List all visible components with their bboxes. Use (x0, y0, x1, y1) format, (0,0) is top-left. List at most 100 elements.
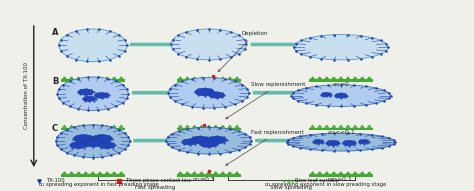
Polygon shape (199, 171, 204, 174)
FancyArrow shape (255, 137, 319, 144)
FancyArrow shape (250, 41, 318, 48)
Polygon shape (292, 179, 294, 182)
Circle shape (195, 88, 214, 96)
FancyArrow shape (133, 137, 186, 144)
Polygon shape (83, 171, 89, 174)
Polygon shape (227, 76, 233, 79)
Polygon shape (359, 76, 365, 79)
Ellipse shape (59, 29, 127, 62)
Text: $\alpha_2$>0.1: $\alpha_2$>0.1 (329, 175, 353, 184)
Text: Three phase contact line: Three phase contact line (126, 178, 191, 183)
Polygon shape (317, 76, 322, 79)
Ellipse shape (292, 85, 391, 106)
Polygon shape (359, 125, 365, 128)
Polygon shape (359, 171, 365, 174)
Polygon shape (213, 76, 219, 79)
Polygon shape (345, 76, 351, 79)
Polygon shape (331, 171, 337, 174)
Circle shape (209, 92, 224, 98)
Circle shape (99, 142, 115, 148)
Circle shape (73, 135, 94, 143)
Polygon shape (184, 171, 190, 174)
Polygon shape (331, 76, 337, 79)
Polygon shape (338, 125, 344, 128)
FancyArrow shape (132, 89, 186, 96)
Circle shape (95, 93, 109, 98)
Polygon shape (227, 125, 233, 128)
FancyArrow shape (253, 89, 318, 96)
Polygon shape (338, 171, 344, 174)
Polygon shape (352, 171, 358, 174)
Ellipse shape (287, 133, 395, 151)
Circle shape (182, 139, 197, 145)
Polygon shape (220, 171, 226, 174)
Text: Slow spreading: Slow spreading (270, 185, 312, 190)
Polygon shape (111, 76, 117, 79)
Polygon shape (324, 125, 329, 128)
Ellipse shape (168, 78, 249, 108)
Polygon shape (310, 125, 316, 128)
Polygon shape (352, 125, 358, 128)
Text: Depletion: Depletion (218, 31, 268, 72)
Bar (309, 174, 373, 176)
Text: B: B (52, 77, 58, 86)
Polygon shape (111, 171, 117, 174)
Text: α₂ spreading exponent in slow preading stage: α₂ spreading exponent in slow preading s… (265, 182, 387, 187)
Text: Fast spreading: Fast spreading (136, 185, 175, 190)
Ellipse shape (57, 77, 128, 110)
Circle shape (82, 139, 103, 147)
Ellipse shape (166, 127, 251, 154)
Polygon shape (69, 76, 74, 79)
Polygon shape (177, 171, 183, 174)
Ellipse shape (56, 125, 130, 158)
Polygon shape (184, 125, 190, 128)
Polygon shape (206, 76, 211, 79)
Polygon shape (83, 125, 89, 128)
Text: Rice leaf surface: Rice leaf surface (295, 178, 338, 183)
Polygon shape (83, 76, 89, 79)
Polygon shape (76, 125, 82, 128)
Bar (177, 128, 240, 130)
Circle shape (359, 140, 369, 144)
Polygon shape (69, 171, 74, 174)
Bar (177, 79, 240, 82)
Text: TX-100: TX-100 (47, 178, 65, 183)
Polygon shape (352, 76, 358, 79)
Polygon shape (296, 179, 299, 182)
Text: $\alpha_1$=0.5: $\alpha_1$=0.5 (192, 175, 216, 184)
Polygon shape (104, 125, 110, 128)
Text: $\alpha_2$=0: $\alpha_2$=0 (332, 80, 350, 89)
Bar (61, 79, 125, 82)
Polygon shape (104, 76, 110, 79)
Polygon shape (118, 76, 124, 79)
Bar (61, 174, 125, 176)
Circle shape (321, 93, 331, 96)
Circle shape (313, 140, 323, 144)
Polygon shape (213, 171, 219, 174)
Polygon shape (191, 125, 197, 128)
Polygon shape (111, 125, 117, 128)
Polygon shape (234, 125, 240, 128)
Ellipse shape (294, 35, 388, 60)
Polygon shape (324, 76, 329, 79)
Circle shape (327, 141, 339, 146)
Polygon shape (104, 171, 110, 174)
Circle shape (191, 136, 210, 144)
Polygon shape (76, 171, 82, 174)
Polygon shape (199, 125, 204, 128)
Circle shape (335, 93, 347, 98)
Polygon shape (310, 76, 316, 79)
Bar (309, 79, 373, 82)
Polygon shape (177, 76, 183, 79)
Polygon shape (220, 76, 226, 79)
Polygon shape (90, 171, 96, 174)
Bar (61, 128, 125, 130)
Polygon shape (331, 125, 337, 128)
Circle shape (343, 141, 356, 146)
Text: Fast replenishment: Fast replenishment (226, 130, 304, 165)
Text: $\alpha_2$<<0.1: $\alpha_2$<<0.1 (327, 128, 356, 137)
Polygon shape (199, 76, 204, 79)
Polygon shape (76, 76, 82, 79)
Polygon shape (234, 171, 240, 174)
Text: A: A (52, 28, 58, 37)
